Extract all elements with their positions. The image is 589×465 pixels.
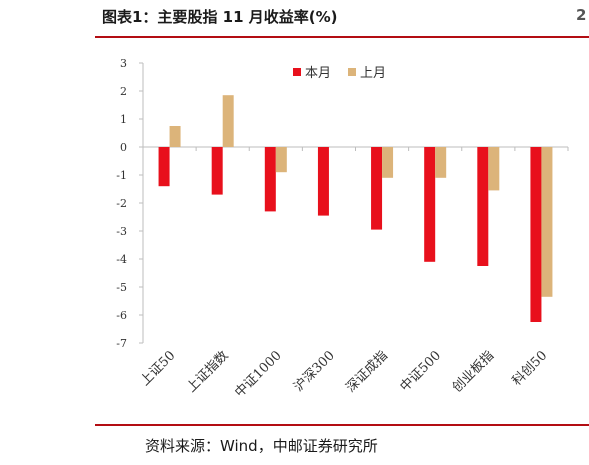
bar-previous [435,147,447,178]
bar-previous [275,147,287,173]
bar-previous [488,147,500,191]
y-tick-label: 2 [120,85,127,98]
y-tick-label: -5 [116,281,127,294]
y-tick-label: -3 [116,225,127,238]
y-tick-label: -4 [116,253,127,266]
figure-title: 图表1：主要股指 11 月收益率(%) [102,8,338,26]
x-tick-label: 中证1000 [232,348,284,400]
bar-current [477,147,489,266]
bar-current [424,147,436,262]
legend-label: 上月 [360,66,386,81]
y-axis: 3 2 1 0 -1 -2 -3 -4 -5 -6 -7 [116,57,144,350]
y-tick-label: 3 [120,57,127,70]
bottom-rule [95,424,589,426]
legend-label: 本月 [305,66,331,81]
y-tick-label: -6 [116,309,127,322]
y-tick-label: -1 [116,169,127,182]
y-tick-label: -2 [116,197,127,210]
bar-previous [222,95,234,147]
bar-current [211,147,223,195]
top-rule [95,36,589,38]
x-axis: 上证50 上证指数 中证1000 沪深300 深证成指 中证500 创业板指 科创50 [138,146,569,401]
y-tick-label: 1 [120,113,127,126]
bar-current [158,147,170,187]
x-tick-label: 沪深300 [291,348,338,395]
bar-current [530,147,542,322]
x-tick-label: 上证指数 [184,348,231,395]
legend: 本月 上月 [293,66,386,81]
bar-previous [382,147,394,178]
x-tick-label: 科创50 [510,348,551,389]
legend-swatch [293,68,301,76]
x-tick-label: 创业板指 [450,348,497,395]
bars [158,95,553,322]
bar-current [264,147,276,212]
x-tick-label: 上证50 [138,348,179,389]
bar-current [317,147,329,216]
x-tick-label: 中证500 [397,348,444,395]
source-note: 资料来源：Wind，中邮证券研究所 [145,437,378,455]
x-tick-label: 深证成指 [344,348,391,395]
bar-previous [541,147,553,297]
bar-previous [169,126,181,147]
bar-current [371,147,383,230]
y-tick-label: -7 [116,337,127,350]
y-tick-label: 0 [120,141,127,154]
legend-swatch [348,68,356,76]
edge-glyph: 2 [576,6,587,24]
